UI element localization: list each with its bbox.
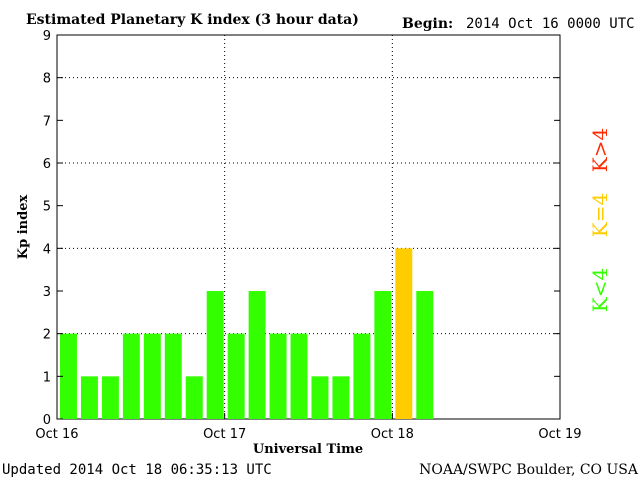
kp-bar: [374, 291, 392, 419]
kp-bar: [143, 333, 161, 419]
y-tick-label: 9: [43, 29, 51, 44]
y-tick-label: 5: [43, 200, 51, 215]
kp-bar: [101, 376, 119, 419]
legend-k-below-4: K<4: [588, 268, 612, 312]
x-tick-label: Oct 18: [371, 427, 414, 442]
y-tick-label: 3: [43, 285, 51, 300]
x-axis-label: Universal Time: [253, 442, 363, 457]
gridlines: [57, 35, 560, 419]
y-tick-label: 7: [43, 114, 51, 129]
plot-frame: [56, 34, 561, 420]
y-tick-label: 6: [43, 157, 51, 172]
credit-text: NOAA/SWPC Boulder, CO USA: [419, 462, 639, 478]
legend-k-equal-4: K=4: [588, 193, 612, 237]
kp-bar: [416, 291, 434, 419]
kp-bar: [332, 376, 350, 419]
kp-bar: [185, 376, 203, 419]
kp-bar: [80, 376, 98, 419]
kp-bar: [164, 333, 182, 419]
kp-bar: [122, 333, 140, 419]
kp-bar: [395, 248, 413, 419]
kp-bar: [206, 291, 224, 419]
kp-bar: [290, 333, 308, 419]
x-tick-label: Oct 17: [203, 427, 246, 442]
x-axis-ticks: Oct 16 Oct 17 Oct 18 Oct 19: [35, 413, 582, 442]
legend-k-above-4: K>4: [588, 128, 612, 172]
updated-timestamp: Updated 2014 Oct 18 06:35:13 UTC: [2, 462, 272, 478]
y-tick-label: 1: [43, 370, 51, 385]
kp-bar: [269, 333, 287, 419]
kp-bar: [60, 333, 77, 419]
y-tick-label: 0: [43, 413, 51, 428]
begin-value: 2014 Oct 16 0000 UTC: [466, 16, 635, 32]
bars: [60, 248, 434, 419]
kp-bar: [353, 333, 371, 419]
x-tick-label: Oct 19: [538, 427, 581, 442]
kp-bar: [248, 291, 266, 419]
y-axis-label: Kp index: [16, 195, 31, 260]
y-tick-label: 8: [43, 72, 51, 87]
begin-label: Begin:: [402, 16, 453, 32]
y-tick-label: 4: [43, 242, 51, 257]
y-tick-label: 2: [43, 328, 51, 343]
y-axis-ticks: 0 1 2 3 4 5 6 7 8 9: [43, 29, 560, 428]
x-tick-label: Oct 16: [35, 427, 78, 442]
chart-title: Estimated Planetary K index (3 hour data…: [26, 12, 359, 28]
kp-bar: [227, 333, 245, 419]
kp-bar: [311, 376, 329, 419]
